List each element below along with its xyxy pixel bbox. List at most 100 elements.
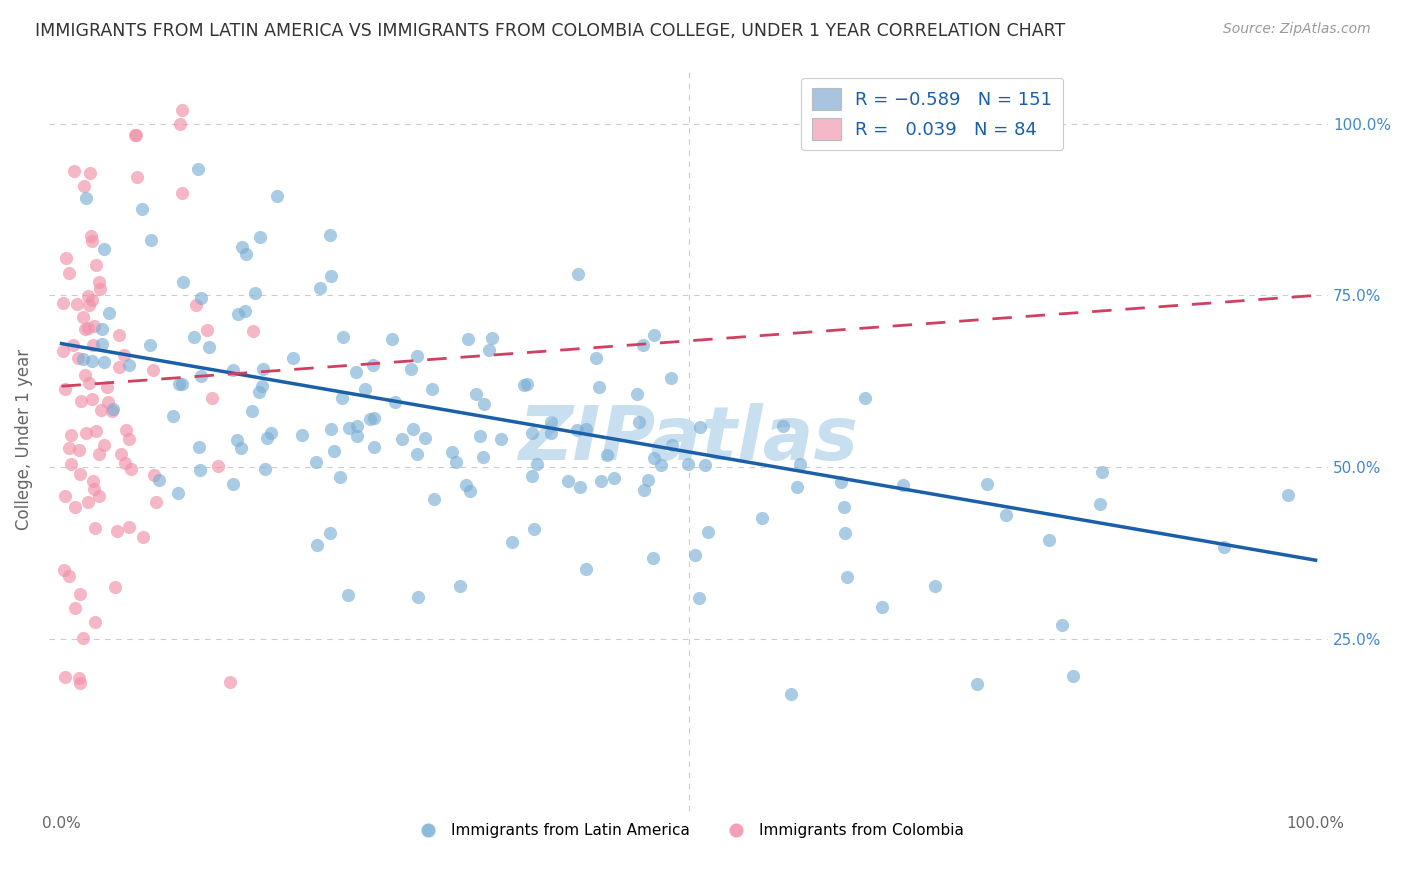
Point xyxy=(53,489,76,503)
Point xyxy=(131,202,153,217)
Point xyxy=(420,382,443,396)
Point xyxy=(344,365,367,379)
Point xyxy=(77,289,100,303)
Point xyxy=(72,352,94,367)
Point xyxy=(55,252,77,266)
Point xyxy=(346,429,368,443)
Point xyxy=(112,348,135,362)
Point xyxy=(83,520,105,534)
Point xyxy=(89,282,111,296)
Point xyxy=(98,306,121,320)
Point xyxy=(1038,533,1060,548)
Point xyxy=(406,590,429,604)
Point xyxy=(73,368,96,383)
Point xyxy=(87,275,110,289)
Point xyxy=(58,266,80,280)
Point xyxy=(322,444,344,458)
Point xyxy=(124,128,146,142)
Point xyxy=(526,457,548,471)
Point xyxy=(361,358,384,372)
Point xyxy=(62,338,84,352)
Point xyxy=(281,351,304,366)
Point xyxy=(650,458,672,472)
Point xyxy=(118,358,141,372)
Point xyxy=(683,548,706,562)
Point xyxy=(82,392,104,406)
Point xyxy=(501,535,523,549)
Point xyxy=(359,411,381,425)
Point xyxy=(319,525,342,540)
Point xyxy=(201,392,224,406)
Point xyxy=(231,240,253,254)
Point xyxy=(976,477,998,491)
Point xyxy=(172,275,194,289)
Point xyxy=(187,162,209,177)
Point xyxy=(87,489,110,503)
Point xyxy=(183,330,205,344)
Point xyxy=(1088,497,1111,511)
Point xyxy=(66,297,89,311)
Point xyxy=(247,384,270,399)
Point xyxy=(309,281,332,295)
Point xyxy=(588,380,610,394)
Point xyxy=(58,441,80,455)
Point xyxy=(329,470,352,484)
Point xyxy=(73,322,96,336)
Point xyxy=(643,327,665,342)
Point xyxy=(291,427,314,442)
Point xyxy=(631,338,654,352)
Point xyxy=(966,677,988,691)
Point xyxy=(58,569,80,583)
Point xyxy=(464,387,486,401)
Point xyxy=(832,500,855,514)
Point xyxy=(512,378,534,392)
Point xyxy=(870,600,893,615)
Point xyxy=(643,450,665,465)
Point xyxy=(569,479,592,493)
Point xyxy=(80,234,103,248)
Point xyxy=(567,267,589,281)
Point xyxy=(697,525,720,540)
Point xyxy=(789,458,811,472)
Point xyxy=(661,438,683,452)
Point xyxy=(110,447,132,461)
Point xyxy=(172,186,194,200)
Point xyxy=(458,483,481,498)
Point xyxy=(478,343,501,357)
Point xyxy=(82,474,104,488)
Point xyxy=(170,377,193,392)
Point xyxy=(142,468,165,483)
Point xyxy=(118,432,141,446)
Point xyxy=(627,415,650,429)
Point xyxy=(93,355,115,369)
Point xyxy=(229,442,252,456)
Point xyxy=(167,377,190,392)
Point xyxy=(751,510,773,524)
Point xyxy=(633,483,655,497)
Point xyxy=(637,473,659,487)
Point xyxy=(86,424,108,438)
Point xyxy=(523,522,546,536)
Point xyxy=(399,362,422,376)
Point xyxy=(52,343,75,358)
Point xyxy=(1213,541,1236,555)
Point xyxy=(1062,669,1084,683)
Point xyxy=(405,447,427,461)
Point xyxy=(468,428,491,442)
Point xyxy=(73,178,96,193)
Point xyxy=(83,319,105,334)
Point xyxy=(166,486,188,500)
Point xyxy=(540,415,562,429)
Point xyxy=(145,495,167,509)
Point xyxy=(381,332,404,346)
Point xyxy=(471,450,494,464)
Point xyxy=(101,402,124,417)
Point xyxy=(132,530,155,544)
Point xyxy=(413,432,436,446)
Point xyxy=(332,330,354,344)
Point xyxy=(363,411,385,425)
Point xyxy=(52,295,75,310)
Point xyxy=(118,519,141,533)
Y-axis label: College, Under 1 year: College, Under 1 year xyxy=(15,350,32,531)
Point xyxy=(84,615,107,629)
